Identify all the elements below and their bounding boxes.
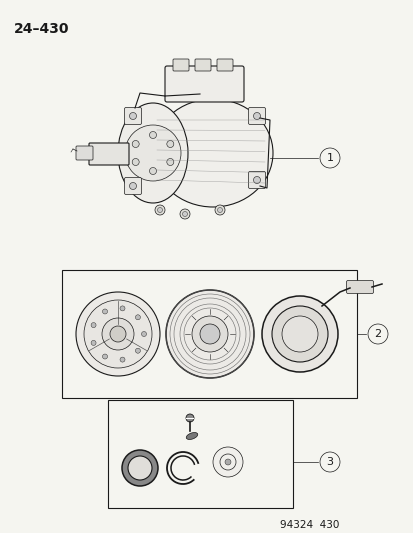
Circle shape: [120, 357, 125, 362]
Circle shape: [135, 315, 140, 320]
Circle shape: [154, 205, 165, 215]
Circle shape: [157, 207, 162, 213]
Circle shape: [149, 167, 156, 174]
FancyBboxPatch shape: [248, 108, 265, 125]
Circle shape: [129, 182, 136, 190]
Circle shape: [185, 414, 194, 422]
Circle shape: [224, 459, 230, 465]
Circle shape: [125, 125, 180, 181]
Circle shape: [91, 341, 96, 345]
Circle shape: [219, 454, 235, 470]
Bar: [62, 270, 356, 398]
Circle shape: [217, 207, 222, 213]
Circle shape: [319, 148, 339, 168]
Circle shape: [141, 332, 146, 336]
FancyBboxPatch shape: [195, 59, 211, 71]
FancyBboxPatch shape: [346, 280, 373, 294]
Circle shape: [76, 292, 159, 376]
Circle shape: [212, 447, 242, 477]
Circle shape: [182, 212, 187, 216]
Ellipse shape: [118, 103, 188, 203]
Circle shape: [129, 112, 136, 119]
Circle shape: [166, 141, 173, 148]
Circle shape: [199, 324, 219, 344]
Circle shape: [261, 296, 337, 372]
Bar: [108, 400, 292, 508]
Circle shape: [91, 322, 96, 328]
Circle shape: [319, 452, 339, 472]
Circle shape: [122, 450, 158, 486]
Circle shape: [110, 326, 126, 342]
Circle shape: [166, 158, 173, 166]
FancyBboxPatch shape: [89, 143, 129, 165]
Circle shape: [84, 300, 152, 368]
Circle shape: [166, 290, 254, 378]
Circle shape: [102, 309, 107, 314]
Circle shape: [102, 354, 107, 359]
Circle shape: [253, 176, 260, 183]
Circle shape: [132, 141, 139, 148]
Circle shape: [192, 316, 228, 352]
Text: 2: 2: [373, 329, 381, 339]
FancyBboxPatch shape: [165, 66, 243, 102]
Circle shape: [135, 348, 140, 353]
Ellipse shape: [153, 99, 272, 207]
FancyBboxPatch shape: [124, 108, 141, 125]
FancyBboxPatch shape: [216, 59, 233, 71]
Circle shape: [102, 318, 134, 350]
Circle shape: [367, 324, 387, 344]
Circle shape: [149, 132, 156, 139]
Circle shape: [281, 316, 317, 352]
FancyBboxPatch shape: [173, 59, 189, 71]
FancyBboxPatch shape: [76, 146, 93, 160]
Text: 24–430: 24–430: [14, 22, 69, 36]
Text: 1: 1: [326, 153, 333, 163]
Circle shape: [132, 158, 139, 166]
Text: 94324  430: 94324 430: [280, 520, 339, 530]
FancyBboxPatch shape: [248, 172, 265, 189]
Ellipse shape: [186, 432, 197, 440]
Circle shape: [271, 306, 327, 362]
Circle shape: [128, 456, 152, 480]
Circle shape: [180, 209, 190, 219]
Circle shape: [214, 205, 224, 215]
Text: 3: 3: [326, 457, 333, 467]
Circle shape: [253, 112, 260, 119]
FancyBboxPatch shape: [124, 177, 141, 195]
Circle shape: [120, 306, 125, 311]
